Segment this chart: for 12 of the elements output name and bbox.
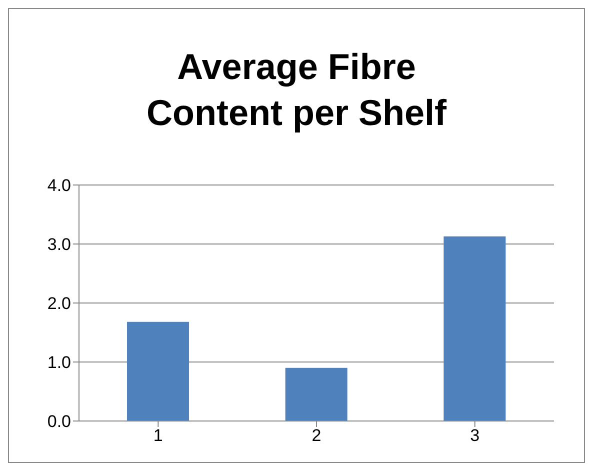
bar	[127, 322, 189, 421]
chart-title: Average Fibre Content per Shelf	[145, 45, 448, 135]
bar	[285, 368, 348, 421]
x-tick-label: 3	[470, 426, 480, 446]
x-tick-label: 1	[153, 426, 163, 446]
y-tick-label: 4.0	[47, 176, 71, 196]
y-tick-label: 1.0	[47, 353, 71, 372]
y-tick-label: 3.0	[47, 235, 71, 254]
x-tick-label: 2	[312, 426, 322, 446]
y-tick-label: 2.0	[47, 294, 71, 314]
bar	[444, 236, 506, 421]
y-tick-label: 0.0	[47, 412, 71, 432]
